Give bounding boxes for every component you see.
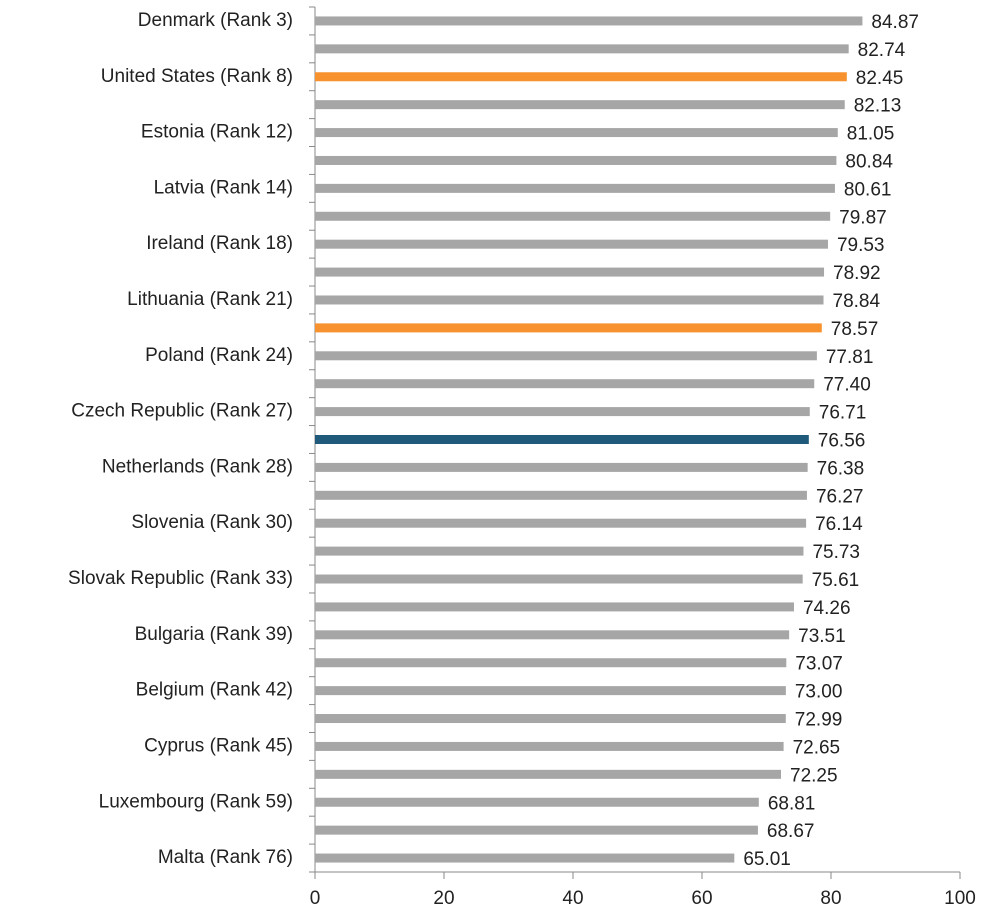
y-tick-label: Bulgaria (Rank 39) <box>135 624 293 645</box>
value-label: 73.51 <box>798 626 846 647</box>
value-label: 76.71 <box>819 403 867 424</box>
y-tick-label: Malta (Rank 76) <box>158 847 293 868</box>
value-label: 68.67 <box>767 821 815 842</box>
value-label: 76.38 <box>817 458 865 479</box>
y-tick-label: Belgium (Rank 42) <box>136 680 293 701</box>
bar <box>315 769 782 779</box>
bar <box>315 518 807 528</box>
value-label: 74.26 <box>803 598 851 619</box>
x-tick-label: 20 <box>433 888 454 909</box>
bar <box>315 44 849 54</box>
bar <box>315 211 831 221</box>
y-tick-label: Slovak Republic (Rank 33) <box>68 568 293 589</box>
bar <box>315 658 787 668</box>
value-label: 65.01 <box>743 849 791 870</box>
value-label: 84.87 <box>871 12 919 33</box>
value-label: 82.45 <box>856 68 904 89</box>
bar <box>315 72 847 82</box>
x-tick-label: 80 <box>820 888 841 909</box>
value-label: 76.56 <box>818 431 866 452</box>
value-label: 78.57 <box>831 319 879 340</box>
bar <box>315 686 786 696</box>
y-tick-label: Netherlands (Rank 28) <box>102 456 293 477</box>
y-tick-label: Slovenia (Rank 30) <box>131 512 293 533</box>
bar <box>315 797 759 807</box>
bar <box>315 574 803 584</box>
value-label: 72.25 <box>790 765 838 786</box>
bar <box>315 128 838 138</box>
bar <box>315 462 808 472</box>
y-tick-label: Latvia (Rank 14) <box>154 177 293 198</box>
bar <box>315 853 735 863</box>
bar <box>315 183 835 193</box>
bar <box>315 16 863 26</box>
bar <box>315 351 817 361</box>
value-label: 73.00 <box>795 682 843 703</box>
bar <box>315 546 804 556</box>
bar <box>315 602 794 612</box>
bar <box>315 741 784 751</box>
y-tick-label: Luxembourg (Rank 59) <box>99 791 293 812</box>
x-tick-label: 40 <box>562 888 583 909</box>
y-tick-label: Cyprus (Rank 45) <box>144 735 293 756</box>
bar <box>315 155 837 165</box>
value-label: 75.73 <box>812 542 860 563</box>
x-tick-label: 100 <box>944 888 976 909</box>
value-label: 75.61 <box>812 570 860 591</box>
bar <box>315 100 845 110</box>
y-tick-label: Ireland (Rank 18) <box>146 233 293 254</box>
bar <box>315 630 790 640</box>
y-tick-label: United States (Rank 8) <box>101 66 293 87</box>
bar <box>315 435 809 444</box>
x-tick-label: 0 <box>310 888 321 909</box>
value-label: 73.07 <box>795 654 843 675</box>
bar <box>315 323 822 333</box>
y-tick-label: Poland (Rank 24) <box>145 345 293 366</box>
value-label: 72.65 <box>793 737 841 758</box>
bar <box>315 407 810 417</box>
value-label: 76.14 <box>815 514 863 535</box>
value-label: 77.40 <box>823 375 871 396</box>
value-label: 81.05 <box>847 124 895 145</box>
y-tick-label: Lithuania (Rank 21) <box>127 289 293 310</box>
x-tick-label: 60 <box>691 888 712 909</box>
value-label: 79.53 <box>837 235 885 256</box>
y-tick-label: Denmark (Rank 3) <box>138 10 293 31</box>
value-label: 79.87 <box>839 207 887 228</box>
bar <box>315 714 786 724</box>
bar <box>315 379 815 389</box>
bar <box>315 490 807 500</box>
value-label: 80.84 <box>845 151 893 172</box>
y-tick-label: Czech Republic (Rank 27) <box>71 401 293 422</box>
value-label: 82.13 <box>854 96 902 117</box>
bar <box>315 825 758 835</box>
bar <box>315 295 824 305</box>
value-label: 76.27 <box>816 486 864 507</box>
value-label: 68.81 <box>768 793 816 814</box>
bar <box>315 267 825 277</box>
bar <box>315 239 828 249</box>
value-label: 78.92 <box>833 263 881 284</box>
value-label: 80.61 <box>844 179 892 200</box>
value-label: 82.74 <box>858 40 906 61</box>
y-tick-label: Estonia (Rank 12) <box>141 122 293 143</box>
value-label: 77.81 <box>826 347 874 368</box>
value-label: 78.84 <box>833 291 881 312</box>
value-label: 72.99 <box>795 710 843 731</box>
